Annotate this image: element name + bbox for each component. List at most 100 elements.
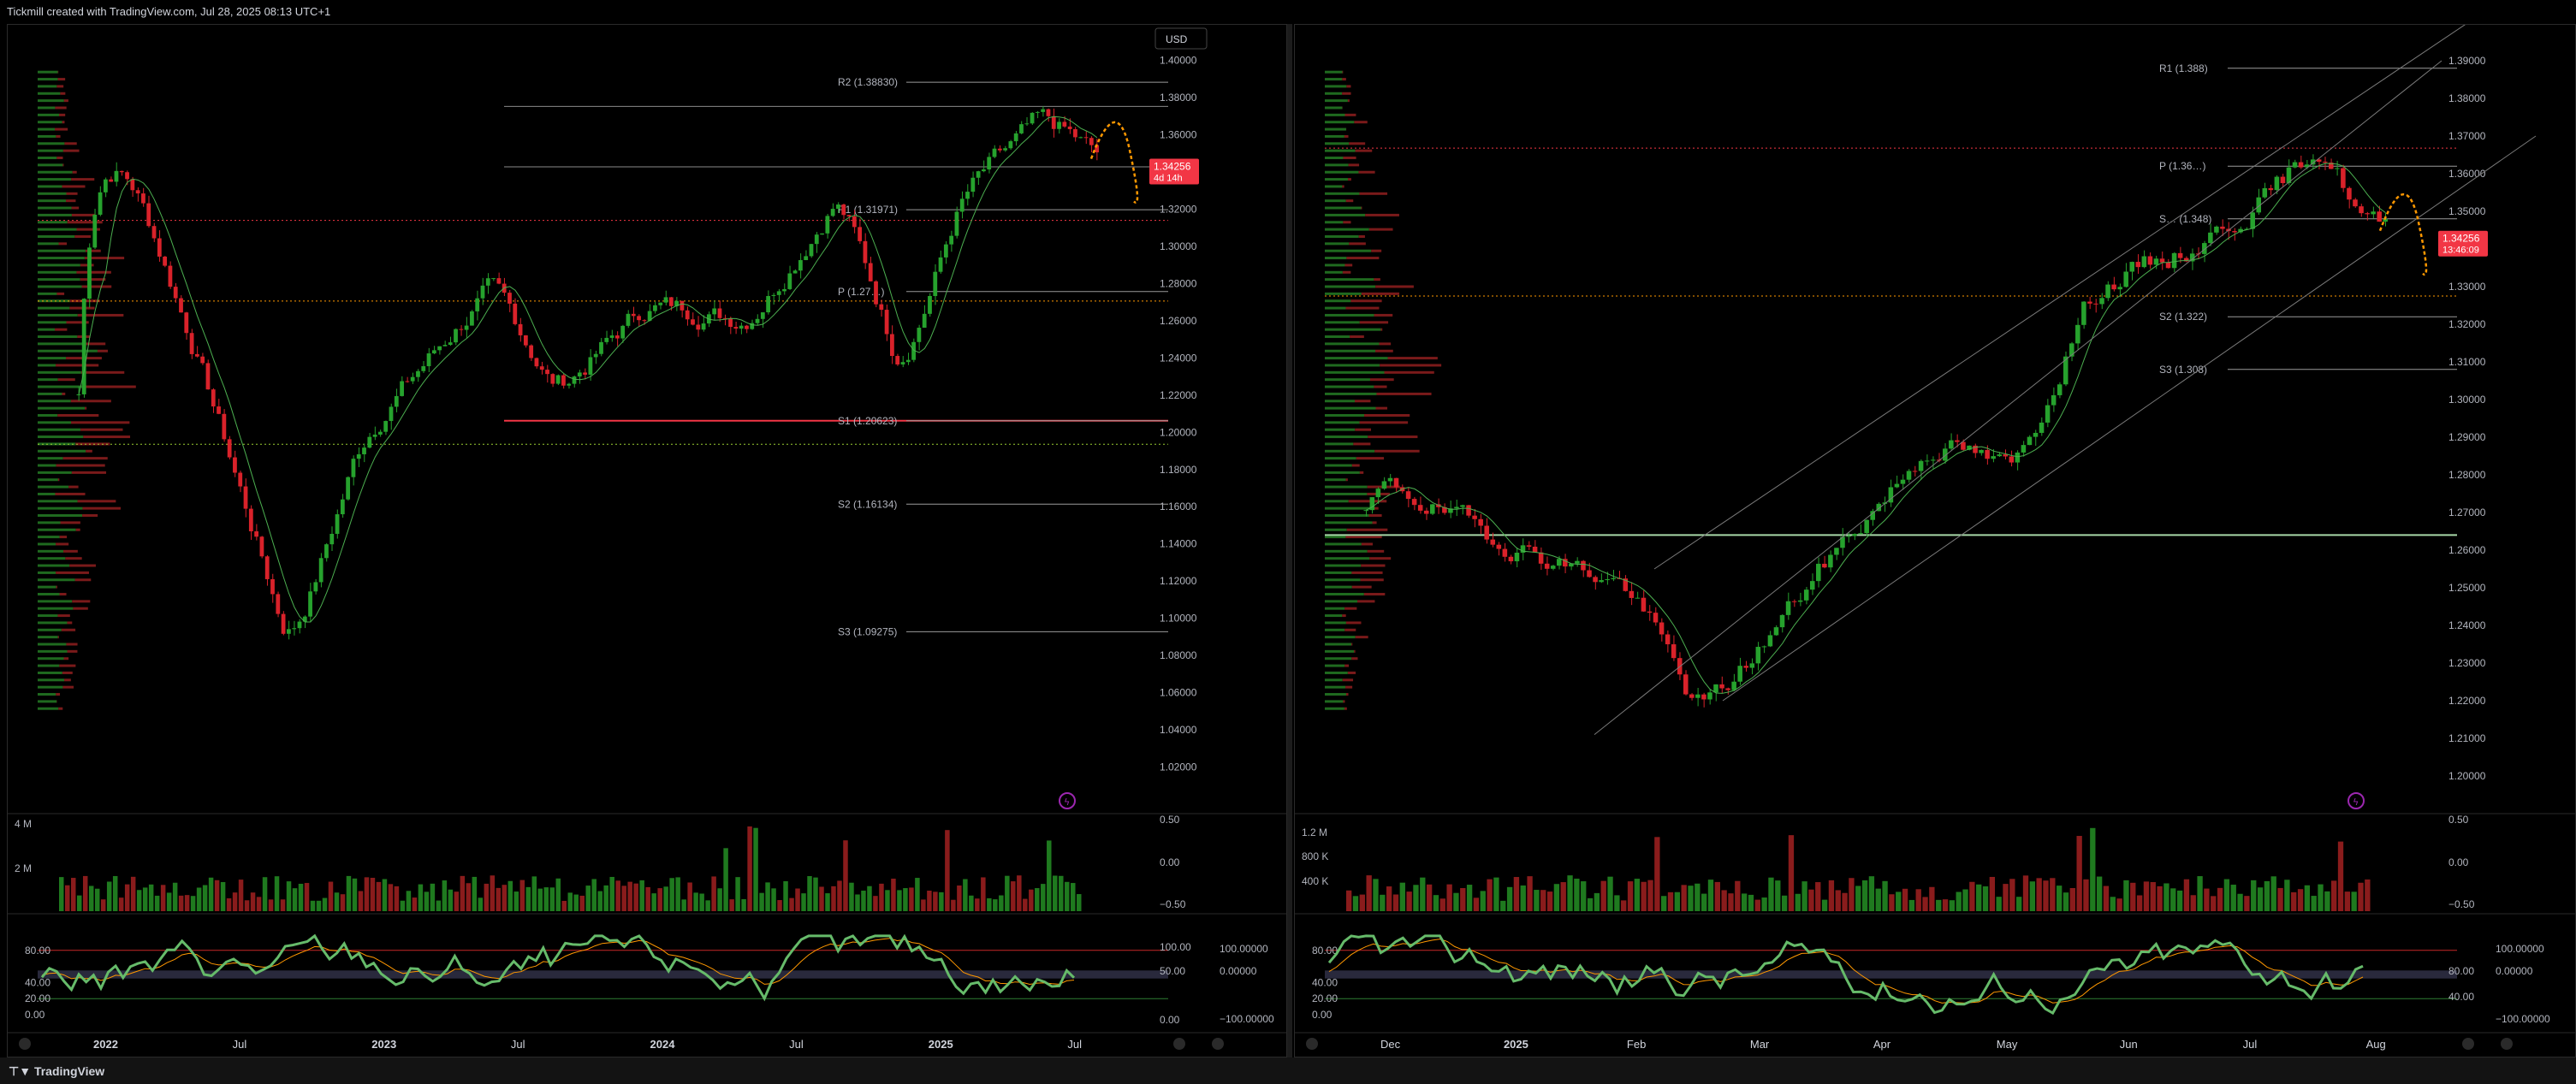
volume-profile-bar [1325, 500, 1349, 503]
volume-bar [765, 882, 770, 911]
volume-profile-bar [62, 149, 80, 152]
volume-bar [945, 830, 950, 911]
candle-body [555, 375, 561, 384]
volume-profile-bar [38, 178, 72, 181]
candle-body [949, 235, 954, 245]
volume-profile-bar [1350, 299, 1382, 303]
volume-bar [801, 893, 806, 911]
pivot-label: S… (1.348) [2159, 213, 2211, 225]
candle-body [658, 302, 663, 305]
candle-body [2329, 163, 2334, 169]
volume-bar [1520, 885, 1526, 911]
volume-profile-bar [75, 442, 110, 446]
chart-panel-left[interactable]: 1.400001.380001.360001.340001.320001.300… [7, 24, 1288, 1058]
volume-bar [2358, 882, 2364, 911]
volume-profile-bar [77, 313, 124, 317]
volume-profile-bar [57, 478, 60, 482]
price-axis-tick: 1.14000 [1160, 538, 1197, 550]
volume-profile-bar [1354, 649, 1356, 653]
volume-profile-bar [38, 521, 61, 524]
chart-canvas-left[interactable]: 1.400001.380001.360001.340001.320001.300… [8, 25, 1288, 1058]
volume-bar [2211, 896, 2217, 911]
price-axis-tick: 1.39000 [2448, 55, 2486, 67]
chart-panel-right[interactable]: 1.390001.380001.370001.360001.350001.340… [1294, 24, 2576, 1057]
volume-bar [220, 881, 226, 911]
candle-body [959, 198, 965, 212]
volume-profile-bar [1354, 400, 1371, 403]
candle-body [2051, 394, 2057, 406]
volume-bar [2103, 886, 2110, 911]
candle-body [2232, 231, 2237, 233]
volume-bar [1540, 890, 1546, 911]
volume-profile-bar [1384, 370, 1434, 374]
volume-profile-bar [80, 428, 123, 431]
volume-bar [2351, 891, 2357, 911]
candle-body [431, 350, 436, 354]
candle-body [2202, 243, 2207, 254]
volume-bar [1896, 891, 1902, 911]
volume-profile-bar [1344, 264, 1353, 267]
volume-bar [148, 884, 154, 911]
volume-profile-bar [1325, 70, 1343, 74]
candle-body [1083, 137, 1089, 139]
price-axis-tick: 1.20000 [1160, 426, 1197, 438]
price-axis-tick: 1.28000 [1160, 277, 1197, 289]
stoch-midband [38, 970, 1168, 979]
volume-profile-bar [38, 678, 65, 682]
auto-scale-button [2462, 1038, 2474, 1050]
volume-profile-bar [71, 178, 95, 181]
volume-bar [1976, 884, 1982, 911]
candle-body [1430, 504, 1435, 514]
pivot-label: R1 (1.388) [2159, 62, 2208, 74]
volume-bar [795, 888, 800, 911]
candle-body [163, 256, 168, 266]
volume-profile-bar [38, 392, 62, 395]
volume-profile-bar [1325, 428, 1356, 431]
volume-profile-bar [56, 85, 64, 88]
volume-profile-bar [1325, 213, 1366, 216]
volume-bar [1795, 893, 1801, 911]
candle-body [437, 346, 442, 351]
volume-bar [292, 888, 298, 911]
volume-profile-bar [1364, 413, 1410, 417]
candle-body [1046, 109, 1051, 116]
volume-profile-bar [55, 328, 68, 331]
candle-body [2256, 197, 2262, 213]
volume-bar [2230, 885, 2236, 911]
candle-body [491, 278, 496, 280]
volume-profile-bar [38, 292, 57, 295]
candle-body [1725, 688, 1730, 690]
chart-canvas-right[interactable]: 1.390001.380001.370001.360001.350001.340… [1295, 25, 2576, 1058]
candle-body [766, 295, 771, 313]
volume-bar [1681, 885, 1687, 911]
candle-body [1363, 510, 1369, 512]
panel-divider[interactable] [1287, 24, 1292, 1057]
volume-profile-bar [38, 636, 58, 639]
volume-bar [837, 880, 842, 911]
volume-bar [2050, 878, 2056, 911]
tradingview-logo[interactable]: ⊤▼ TradingView [9, 1064, 105, 1078]
alert-bolt-glyph: ϟ [2353, 797, 2359, 808]
candle-body [442, 345, 448, 347]
current-price-box [2438, 230, 2488, 257]
candle-body [614, 335, 620, 339]
volume-bar [2331, 880, 2337, 911]
candle-body [809, 244, 814, 257]
volume-profile-bar [38, 270, 77, 274]
volume-bar [1735, 880, 1741, 911]
volume-bar [693, 892, 698, 911]
volume-profile-bar [1325, 614, 1343, 618]
volume-bar [735, 877, 740, 911]
volume-bar [1527, 876, 1533, 911]
volume-profile-bar [1369, 557, 1392, 560]
volume-bar [322, 897, 328, 911]
volume-bar [609, 876, 614, 911]
volume-profile-bar [1342, 78, 1346, 81]
volume-bar [226, 897, 232, 911]
time-axis-label: 2025 [1504, 1038, 1528, 1051]
stoch-right-axis-tick-2: −100.00000 [1220, 1013, 1274, 1025]
volume-profile-bar [80, 278, 106, 281]
price-axis-tick: 1.26000 [2448, 544, 2486, 556]
price-axis-tick: 1.08000 [1160, 649, 1197, 661]
candle-body [1593, 577, 1598, 583]
